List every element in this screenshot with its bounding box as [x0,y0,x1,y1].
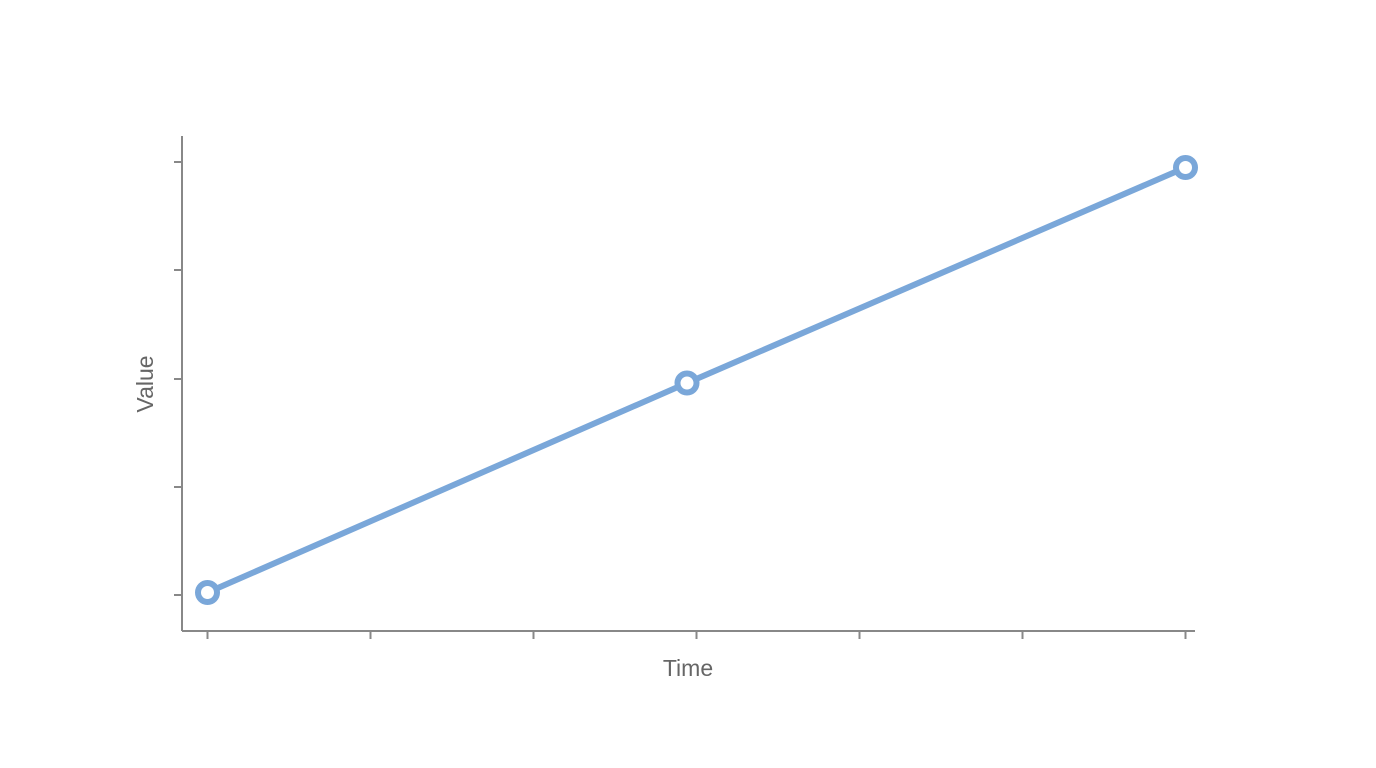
svg-text:Value: Value [132,355,158,412]
svg-text:Time: Time [663,655,713,681]
